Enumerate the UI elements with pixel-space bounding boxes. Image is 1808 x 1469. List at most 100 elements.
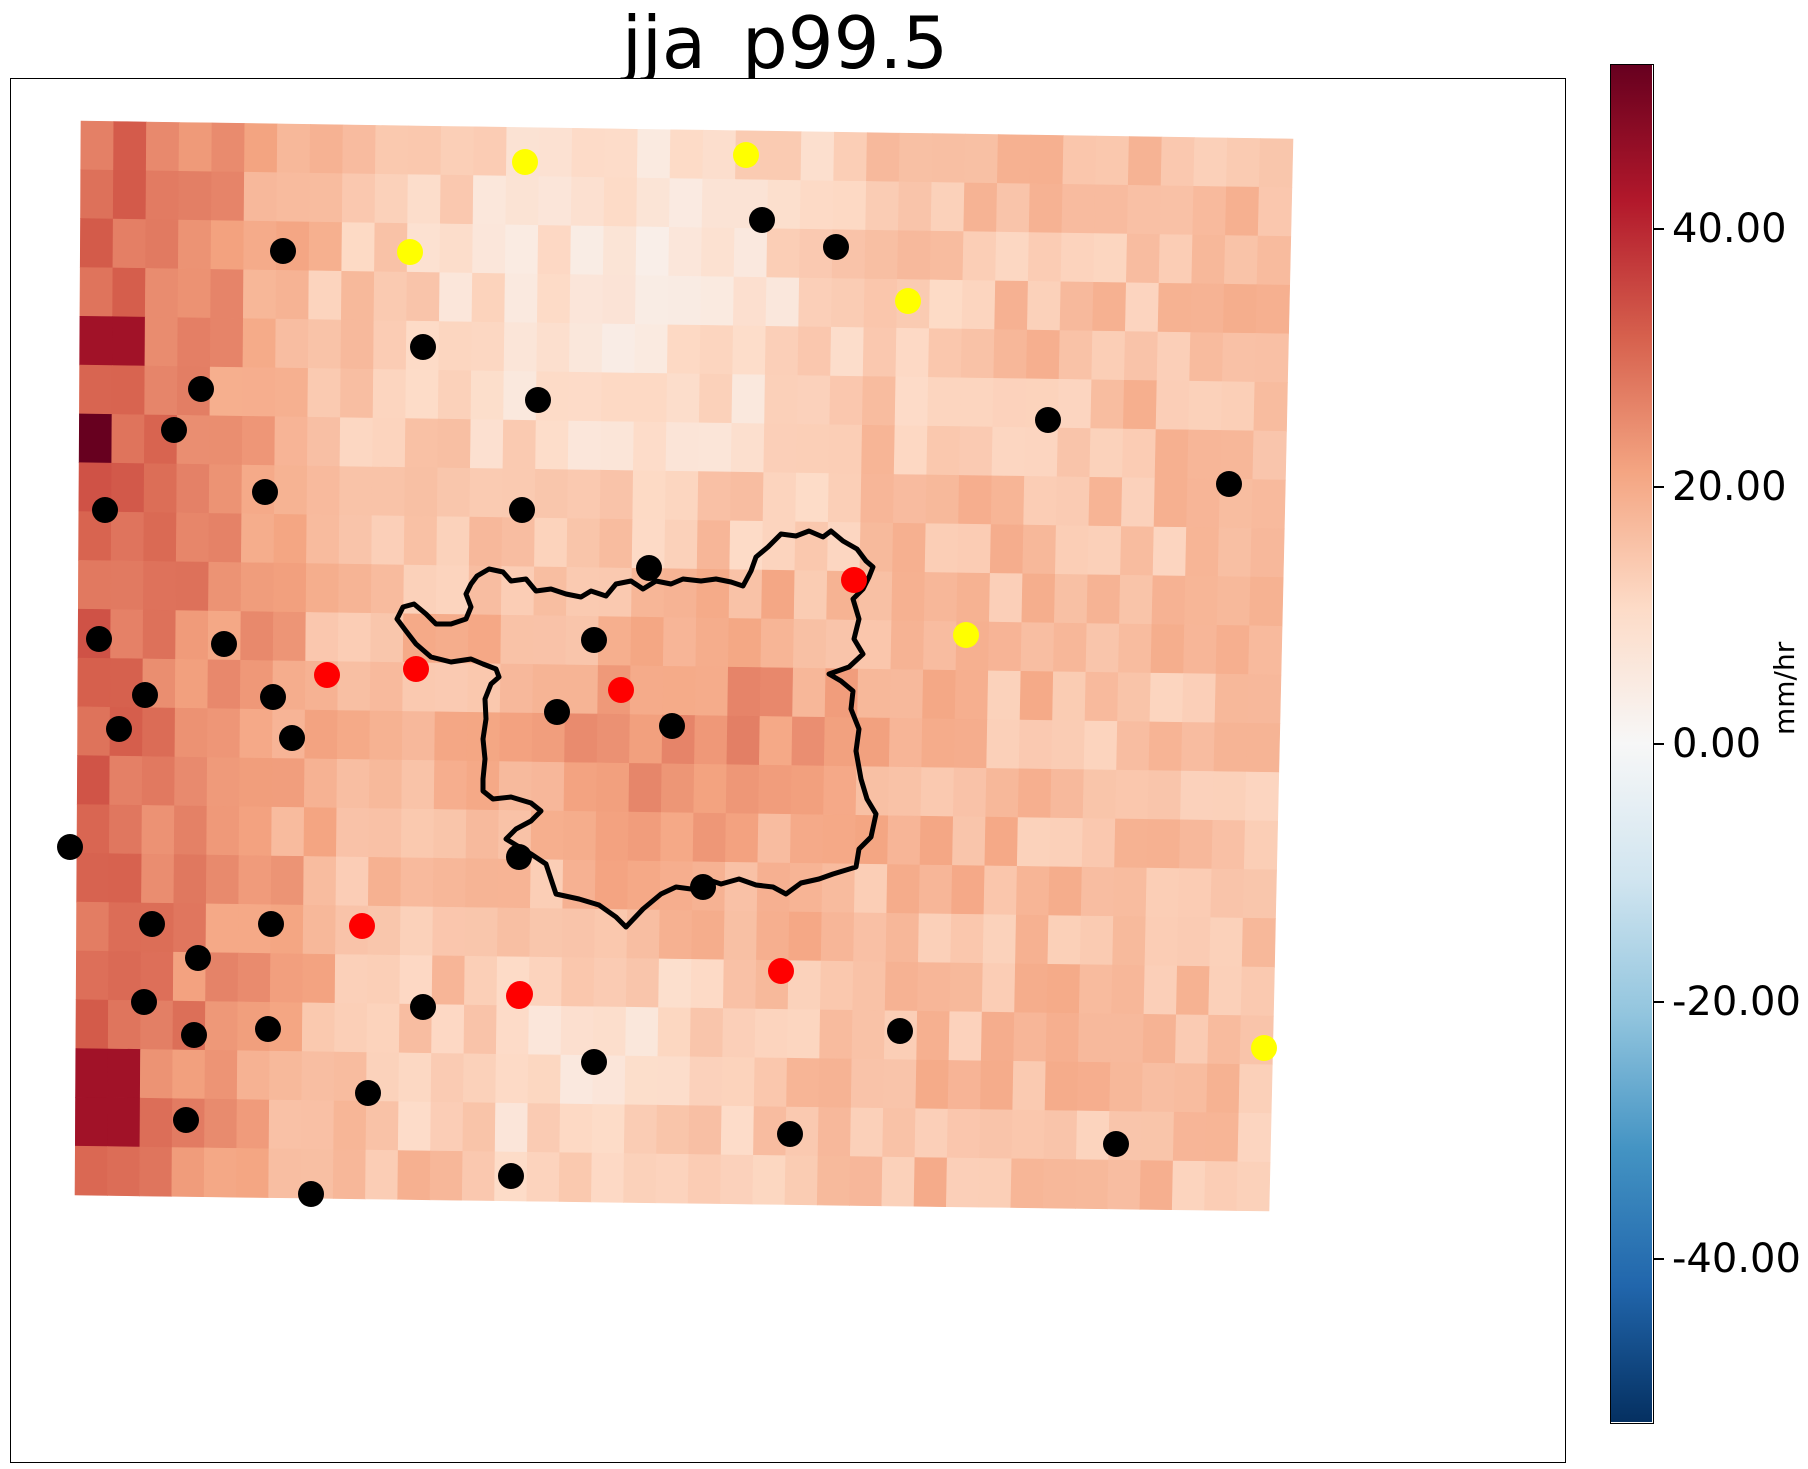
grid-cell xyxy=(335,807,370,858)
grid-cell xyxy=(1257,186,1293,237)
grid-cell xyxy=(145,219,179,270)
grid-cell xyxy=(865,181,900,232)
colorbar-tick xyxy=(1654,486,1664,488)
grid-cell xyxy=(632,421,667,472)
grid-cell xyxy=(628,763,663,813)
grid-cell xyxy=(365,1149,399,1200)
grid-cell xyxy=(982,914,1017,965)
grid-cell xyxy=(308,270,343,321)
grid-cell xyxy=(1191,234,1226,285)
grid-cell xyxy=(501,517,536,568)
grid-cell xyxy=(1076,1061,1111,1112)
grid-cell xyxy=(242,318,277,369)
grid-cell xyxy=(339,466,373,517)
grid-cell xyxy=(724,861,759,912)
grid-cell xyxy=(952,816,987,867)
grid-cell xyxy=(1210,868,1245,919)
grid-cell xyxy=(1142,1013,1177,1064)
grid-cell xyxy=(694,715,728,766)
grid-cell xyxy=(980,1011,1015,1062)
grid-cell xyxy=(269,1050,303,1101)
grid-cell xyxy=(503,322,538,373)
grid-cell xyxy=(1080,866,1115,917)
grid-cell xyxy=(953,718,988,769)
grid-cell xyxy=(1245,722,1281,773)
grid-cell xyxy=(139,1049,174,1100)
grid-cell xyxy=(625,1006,659,1057)
grid-cell xyxy=(535,420,570,471)
grid-cell xyxy=(469,468,504,518)
station-marker-black xyxy=(1035,407,1061,433)
grid-cell xyxy=(701,178,736,229)
grid-cell xyxy=(468,516,503,567)
grid-cell xyxy=(758,716,793,766)
grid-cell xyxy=(633,372,668,423)
grid-cell xyxy=(238,806,273,857)
grid-cell xyxy=(600,421,635,472)
grid-cell xyxy=(694,666,729,717)
grid-cell xyxy=(302,953,336,1004)
grid-cell xyxy=(1115,769,1150,820)
grid-cell xyxy=(1183,624,1218,675)
grid-cell xyxy=(112,218,147,269)
grid-cell xyxy=(988,621,1023,672)
station-marker-black xyxy=(92,497,118,523)
grid-cell xyxy=(505,175,540,226)
grid-cell xyxy=(400,808,435,859)
grid-cell xyxy=(986,719,1021,770)
grid-cell xyxy=(432,906,466,957)
grid-cell xyxy=(536,273,571,324)
grid-cell xyxy=(269,953,304,1004)
grid-cell xyxy=(464,955,498,1006)
grid-cell xyxy=(462,1102,496,1153)
grid-cell xyxy=(833,131,868,182)
grid-cell xyxy=(337,661,371,712)
grid-cell xyxy=(571,127,606,178)
grid-cell xyxy=(994,280,1029,331)
grid-cell xyxy=(1145,867,1180,918)
grid-cell xyxy=(335,856,370,907)
grid-cell xyxy=(108,902,142,953)
grid-cell xyxy=(370,564,405,615)
grid-cell xyxy=(1092,281,1127,332)
grid-cell xyxy=(817,1107,852,1157)
grid-cell xyxy=(74,1145,108,1196)
grid-cell xyxy=(1125,233,1161,284)
grid-cell xyxy=(623,1153,657,1204)
grid-cell xyxy=(1158,234,1194,285)
grid-cell xyxy=(1193,137,1228,188)
grid-cell xyxy=(1058,330,1093,381)
grid-cell xyxy=(598,567,633,618)
grid-cell xyxy=(766,228,801,279)
grid-cell xyxy=(438,321,473,372)
grid-cell xyxy=(432,857,467,908)
grid-cell xyxy=(1139,1160,1174,1211)
grid-cell xyxy=(398,1052,432,1103)
grid-cell xyxy=(952,767,987,818)
grid-cell xyxy=(1157,282,1193,333)
grid-cell xyxy=(660,763,695,814)
grid-cell xyxy=(341,222,376,273)
grid-cell xyxy=(400,857,434,908)
grid-cell xyxy=(594,908,628,959)
grid-cell xyxy=(332,1149,367,1200)
grid-cell xyxy=(528,956,563,1007)
colorbar-tick xyxy=(1654,743,1664,745)
grid-cell xyxy=(602,225,637,276)
grid-cell xyxy=(1061,183,1096,234)
grid-cell xyxy=(538,176,573,227)
grid-cell xyxy=(76,852,110,903)
grid-cell xyxy=(178,122,213,173)
grid-cell xyxy=(1051,720,1086,771)
station-marker-black xyxy=(355,1080,381,1106)
grid-cell xyxy=(600,372,635,423)
grid-cell xyxy=(80,169,114,220)
station-marker-red xyxy=(768,958,794,984)
station-marker-black xyxy=(188,376,214,402)
grid-cell xyxy=(240,513,275,564)
grid-cell xyxy=(630,616,665,667)
grid-cell xyxy=(786,1057,820,1108)
grid-cell xyxy=(980,1060,1014,1111)
grid-cell xyxy=(819,1009,854,1060)
grid-cell xyxy=(690,959,725,1009)
